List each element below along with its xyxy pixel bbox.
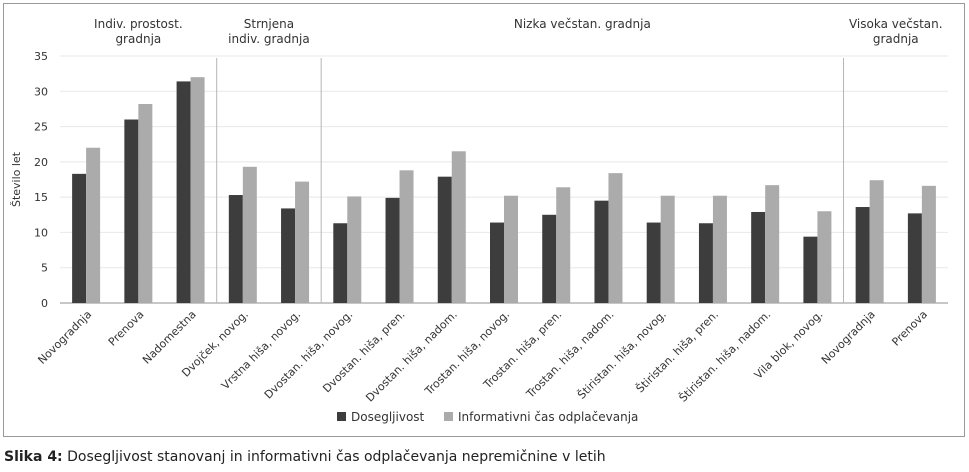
bar-informativni-cas	[817, 211, 832, 303]
bar-informativni-cas	[138, 103, 153, 303]
group-label: Nizka večstan. gradnja	[514, 17, 651, 31]
bar-informativni-cas	[399, 170, 414, 303]
bar-dosegljivost	[855, 207, 870, 303]
y-tick-label: 30	[34, 85, 48, 98]
group-label: Indiv. prostost.	[94, 17, 183, 31]
y-tick-label: 15	[34, 191, 48, 204]
bar-informativni-cas	[765, 185, 780, 303]
group-label: gradnja	[115, 32, 161, 46]
y-tick-label: 20	[34, 156, 48, 169]
bar-informativni-cas	[712, 195, 727, 303]
bar-informativni-cas	[504, 195, 518, 303]
group-label: Strnjena	[244, 17, 294, 31]
bar-informativni-cas	[869, 180, 884, 303]
figure-caption: Slika 4: Dosegljivost stanovanj in infor…	[4, 449, 606, 465]
bar-dosegljivost	[124, 119, 139, 303]
chart-border	[3, 3, 965, 437]
bar-informativni-cas	[86, 147, 101, 303]
bar-informativni-cas	[347, 196, 362, 303]
group-label: gradnja	[873, 32, 919, 46]
bar-dosegljivost	[751, 211, 766, 303]
bar-informativni-cas	[190, 77, 205, 304]
group-label: indiv. gradnja	[228, 32, 310, 46]
bar-informativni-cas	[921, 185, 936, 303]
bar-informativni-cas	[660, 195, 675, 303]
bar-chart: 0 5 10 15 20 25 30 35 Število let Indiv. prostost…	[3, 3, 965, 437]
bar-dosegljivost	[228, 195, 243, 303]
legend-label-dosegljivost: Dosegljivost	[351, 410, 425, 424]
y-tick-label: 35	[34, 50, 48, 63]
bar-dosegljivost	[72, 173, 87, 303]
legend-swatch-dosegljivost	[337, 412, 346, 421]
y-tick-label: 0	[41, 297, 48, 310]
bar-dosegljivost	[907, 213, 922, 303]
bar-dosegljivost	[490, 222, 504, 303]
legend-swatch-informativni-cas	[444, 412, 453, 421]
bar-dosegljivost	[176, 81, 191, 303]
bar-dosegljivost	[594, 200, 609, 303]
bar-informativni-cas	[556, 187, 571, 303]
bar-informativni-cas	[242, 166, 257, 303]
legend-label-informativni-cas: Informativni čas odplačevanja	[458, 410, 638, 424]
bar-dosegljivost	[646, 222, 661, 303]
y-tick-label: 25	[34, 121, 48, 134]
y-tick-label: 5	[41, 262, 48, 275]
bar-dosegljivost	[698, 223, 713, 303]
y-axis-label: Število let	[10, 151, 23, 207]
bar-dosegljivost	[542, 214, 557, 303]
group-label: Visoka večstan.	[849, 17, 943, 31]
bar-dosegljivost	[333, 223, 348, 303]
bar-informativni-cas	[451, 151, 466, 303]
bar-dosegljivost	[385, 197, 400, 303]
chart-frame: 0 5 10 15 20 25 30 35 Število let Indiv. prostost…	[3, 3, 965, 437]
bar-informativni-cas	[608, 173, 623, 303]
bar-informativni-cas	[295, 181, 310, 303]
caption-text: Dosegljivost stanovanj in informativni č…	[62, 449, 606, 465]
bar-dosegljivost	[803, 236, 818, 303]
bar-dosegljivost	[281, 208, 296, 303]
y-tick-label: 10	[34, 226, 48, 239]
caption-label: Slika 4:	[4, 449, 63, 465]
bar-dosegljivost	[437, 176, 452, 303]
